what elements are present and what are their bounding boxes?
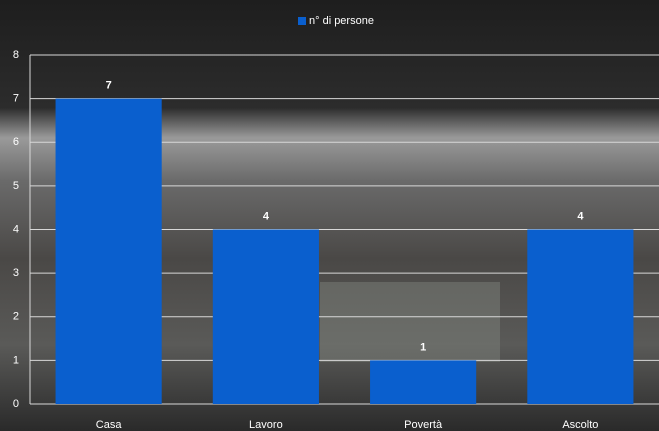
bar [527, 229, 634, 404]
x-tick-label: Lavoro [249, 419, 283, 431]
y-tick-label: 0 [13, 398, 19, 410]
bar [370, 360, 477, 404]
x-tick-label: Povertà [404, 419, 443, 431]
legend-swatch [298, 17, 306, 25]
y-tick-label: 5 [13, 180, 19, 192]
y-tick-label: 2 [13, 311, 19, 323]
background-detail [320, 282, 500, 362]
y-tick-label: 1 [13, 354, 19, 366]
bar [212, 229, 319, 404]
y-tick-label: 8 [13, 49, 19, 61]
data-label: 4 [263, 210, 270, 222]
data-label: 1 [420, 341, 426, 353]
x-tick-label: Ascolto [562, 419, 598, 431]
y-tick-label: 7 [13, 93, 19, 105]
y-tick-label: 4 [13, 223, 19, 235]
legend-label: n° di persone [309, 15, 374, 27]
bar [55, 98, 162, 404]
data-label: 7 [106, 80, 112, 92]
y-tick-label: 6 [13, 136, 19, 148]
y-tick-label: 3 [13, 267, 19, 279]
x-tick-label: Casa [96, 419, 123, 431]
data-label: 4 [577, 210, 584, 222]
